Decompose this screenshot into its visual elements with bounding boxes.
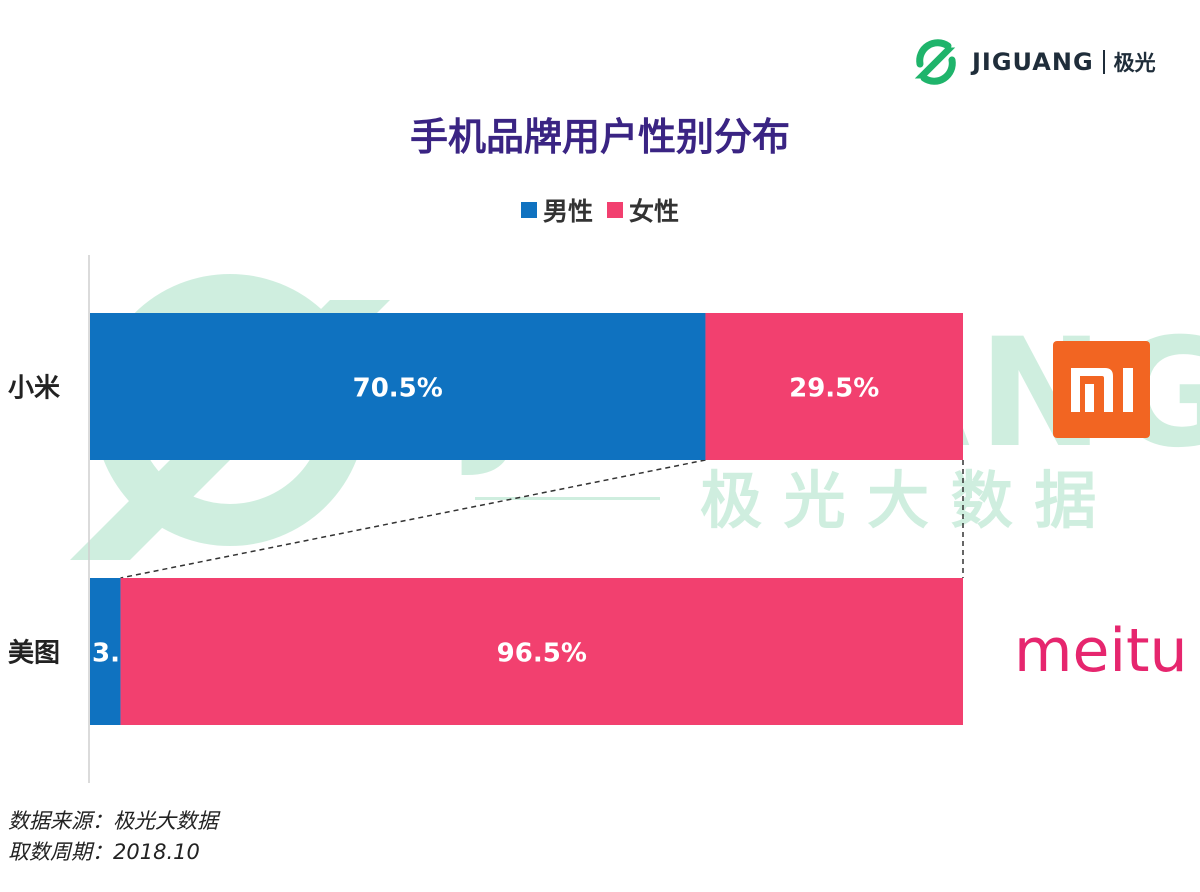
data-label-male-0: 70.5%: [353, 374, 443, 404]
legend-swatch-female: [607, 202, 623, 218]
watermark-cn: 极 光 大 数 据: [700, 464, 1096, 537]
legend-item-male: 男性: [520, 192, 593, 228]
source-note: 数据来源：极光大数据 取数周期：2018.10: [8, 806, 218, 868]
legend-label-male: 男性: [542, 197, 593, 226]
data-label-female-1: 96.5%: [497, 639, 587, 669]
meitu-logo-icon: meitu: [1014, 616, 1188, 686]
watermark-rule: [475, 497, 660, 500]
bar-male-0: [90, 313, 706, 460]
source-line-1: 数据来源：极光大数据: [8, 809, 218, 833]
xiaomi-logo-glyph: [1070, 367, 1133, 412]
chart-title: 手机品牌用户性别分布: [409, 115, 790, 159]
logo-cn-text: 极光: [1113, 51, 1156, 75]
bar-female-0: [705, 313, 963, 460]
legend-swatch-male: [520, 202, 537, 218]
meitu-logo-text: meitu: [1014, 616, 1188, 686]
data-label-female-0: 29.5%: [789, 374, 879, 404]
jiguang-logo: JIGUANG 极光: [908, 34, 1156, 90]
source-line-2: 取数周期：2018.10: [8, 840, 200, 864]
category-label-0: 小米: [8, 374, 60, 404]
legend-label-female: 女性: [629, 197, 680, 226]
connector-start: [120, 459, 706, 579]
bar-male-1: [90, 578, 121, 725]
logo-brand-text: JIGUANG: [972, 48, 1094, 76]
legend: 男性 女性: [0, 192, 1200, 228]
legend-item-female: 女性: [607, 192, 679, 228]
xiaomi-logo-icon: [1053, 341, 1150, 438]
logo-separator: [1102, 50, 1105, 74]
category-label-1: 美图: [8, 638, 60, 669]
jiguang-logo-icon: [914, 39, 956, 85]
bar-female-1: [120, 578, 964, 725]
